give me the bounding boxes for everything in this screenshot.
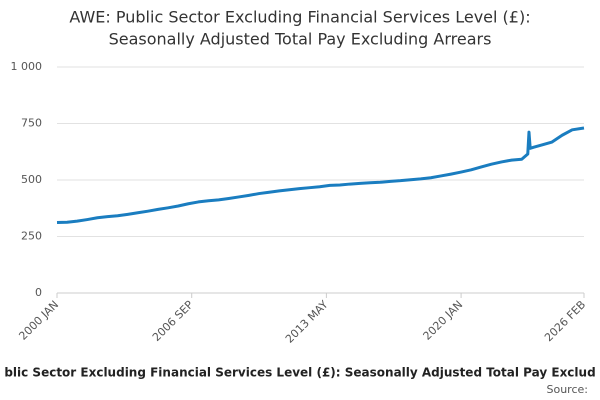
y-tick-label: 500 [21, 173, 42, 186]
x-tick-label: 2006 SEP [150, 298, 196, 344]
source: Source: [547, 383, 589, 396]
y-tick-label: 750 [21, 117, 42, 130]
x-tick-label: 2013 MAY [283, 298, 331, 346]
caption: blic Sector Excluding Financial Services… [4, 366, 595, 380]
chart-title: AWE: Public Sector Excluding Financial S… [69, 8, 530, 27]
x-tick-label: 2026 FEB [542, 298, 588, 344]
x-tick-label: 2020 JAN [421, 298, 466, 343]
x-tick-label: 2000 JAN [16, 298, 61, 343]
chart-title: Seasonally Adjusted Total Pay Excluding … [109, 30, 492, 49]
y-tick-label: 250 [21, 230, 42, 243]
y-tick-label: 1 000 [11, 60, 43, 73]
y-tick-label: 0 [35, 286, 42, 299]
line [56, 126, 585, 224]
